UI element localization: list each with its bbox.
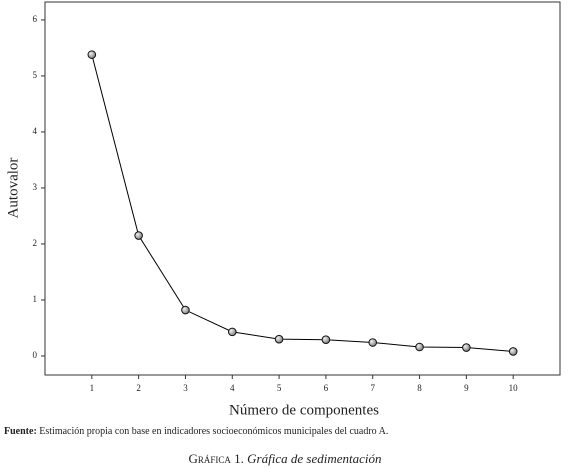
data-point: [134, 231, 143, 240]
data-point: [508, 347, 518, 356]
data-line: [91, 54, 514, 352]
x-tick-label: 7: [370, 383, 375, 393]
x-tick-label: 1: [90, 383, 95, 393]
x-axis-label: Número de componentes: [229, 402, 379, 418]
x-tick-label: 4: [230, 383, 235, 393]
y-axis-label: Autovalor: [5, 158, 21, 219]
data-point: [87, 50, 97, 59]
caption-text: Gráfica de sedimentación: [247, 451, 381, 466]
x-tick-label: 5: [277, 383, 282, 393]
y-tick-label: 0: [33, 350, 38, 360]
data-point: [274, 334, 284, 344]
x-tick-label: 3: [183, 383, 188, 393]
plot-frame: [44, 1, 561, 376]
y-tick-label: 5: [33, 70, 38, 80]
caption: Gráfica 1. Gráfica de sedimentación: [189, 451, 382, 466]
x-tick-label: 2: [136, 383, 141, 393]
caption-label: Gráfica 1.: [189, 451, 244, 466]
data-point: [462, 343, 471, 352]
source-text: Estimación propia con base en indicadore…: [39, 426, 388, 437]
x-tick-label: 10: [509, 383, 519, 393]
x-tick-label: 6: [324, 383, 329, 393]
y-tick-label: 3: [33, 182, 38, 192]
x-tick-label: 8: [417, 383, 422, 393]
data-point: [321, 335, 331, 345]
data-point: [227, 327, 237, 337]
source-note: Fuente: Estimación propia con base en in…: [4, 426, 388, 437]
y-tick-label: 6: [33, 14, 38, 24]
y-tick-label: 4: [33, 126, 38, 136]
y-tick-label: 1: [33, 294, 38, 304]
x-tick-label: 9: [464, 383, 469, 393]
source-label: Fuente:: [4, 426, 37, 437]
data-point: [415, 342, 424, 352]
data-point: [368, 338, 378, 347]
data-point: [181, 305, 190, 315]
y-tick-label: 2: [33, 238, 38, 248]
